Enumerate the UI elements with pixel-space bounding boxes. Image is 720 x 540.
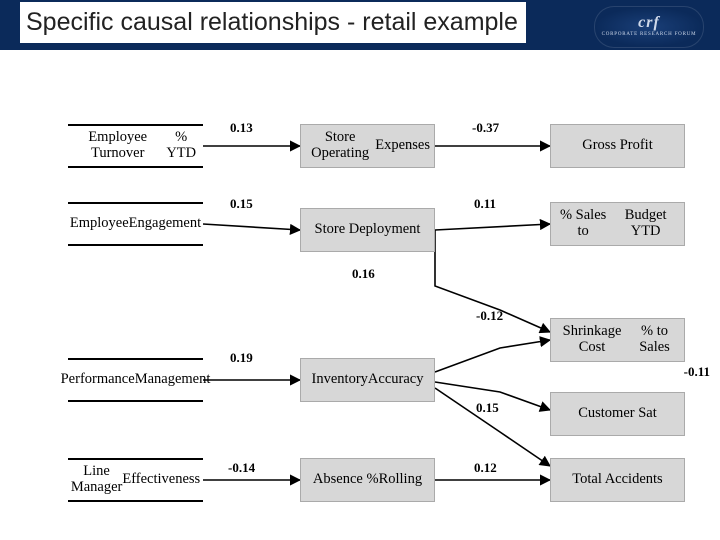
coef-lme-absence: -0.14	[228, 460, 255, 476]
logo-badge: crf CORPORATE RESEARCH FORUM	[594, 6, 704, 48]
node-inv: InventoryAccuracy	[300, 358, 435, 402]
node-engagement: EmployeeEngagement	[68, 202, 203, 246]
coef-turnover-opex: 0.13	[230, 120, 253, 136]
node-perf: PerformanceManagement	[68, 358, 203, 402]
node-sales: % Sales toBudget YTD	[550, 202, 685, 246]
logo-text: crf	[638, 14, 660, 32]
coef-inv-csat: -0.11	[684, 364, 710, 380]
node-turnover: Employee Turnover% YTD	[68, 124, 203, 168]
edge-engagement-deploy	[203, 224, 300, 230]
edge-deploy-sales	[435, 224, 550, 230]
node-deploy: Store Deployment	[300, 208, 435, 252]
node-csat: Customer Sat	[550, 392, 685, 436]
coef-opex-gross: -0.37	[472, 120, 499, 136]
node-gross: Gross Profit	[550, 124, 685, 168]
coef-perf-inv: 0.19	[230, 350, 253, 366]
node-absence: Absence %Rolling	[300, 458, 435, 502]
coef-absence-accidents: 0.12	[474, 460, 497, 476]
node-shrink: Shrinkage Cost% to Sales	[550, 318, 685, 362]
slide-title: Specific causal relationships - retail e…	[20, 2, 526, 43]
slide-header: Specific causal relationships - retail e…	[0, 0, 720, 62]
coef-inv-accidents: 0.15	[476, 400, 499, 416]
coef-engagement-deploy: 0.15	[230, 196, 253, 212]
logo-subtext: CORPORATE RESEARCH FORUM	[602, 32, 697, 37]
edge-inv-shrink	[435, 340, 550, 372]
node-lme: Line ManagerEffectiveness	[68, 458, 203, 502]
coef-inv-shrink: -0.12	[476, 308, 503, 324]
coef-deploy-sales: 0.11	[474, 196, 496, 212]
node-opex: Store OperatingExpenses	[300, 124, 435, 168]
coef-deploy-shrink: 0.16	[352, 266, 375, 282]
node-accidents: Total Accidents	[550, 458, 685, 502]
diagram-stage: Employee Turnover% YTD EmployeeEngagement…	[0, 62, 720, 540]
